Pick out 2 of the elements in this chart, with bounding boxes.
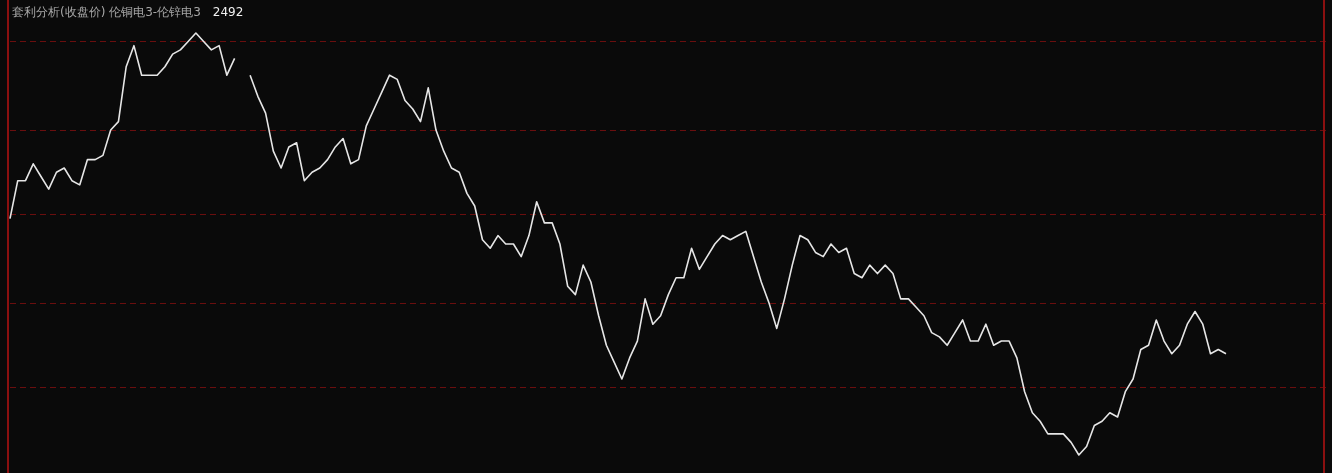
chart-title: 套利分析(收盘价) 伦铜电3-伦锌电3: [12, 5, 201, 19]
chart-subtitle: 2492: [212, 5, 244, 19]
